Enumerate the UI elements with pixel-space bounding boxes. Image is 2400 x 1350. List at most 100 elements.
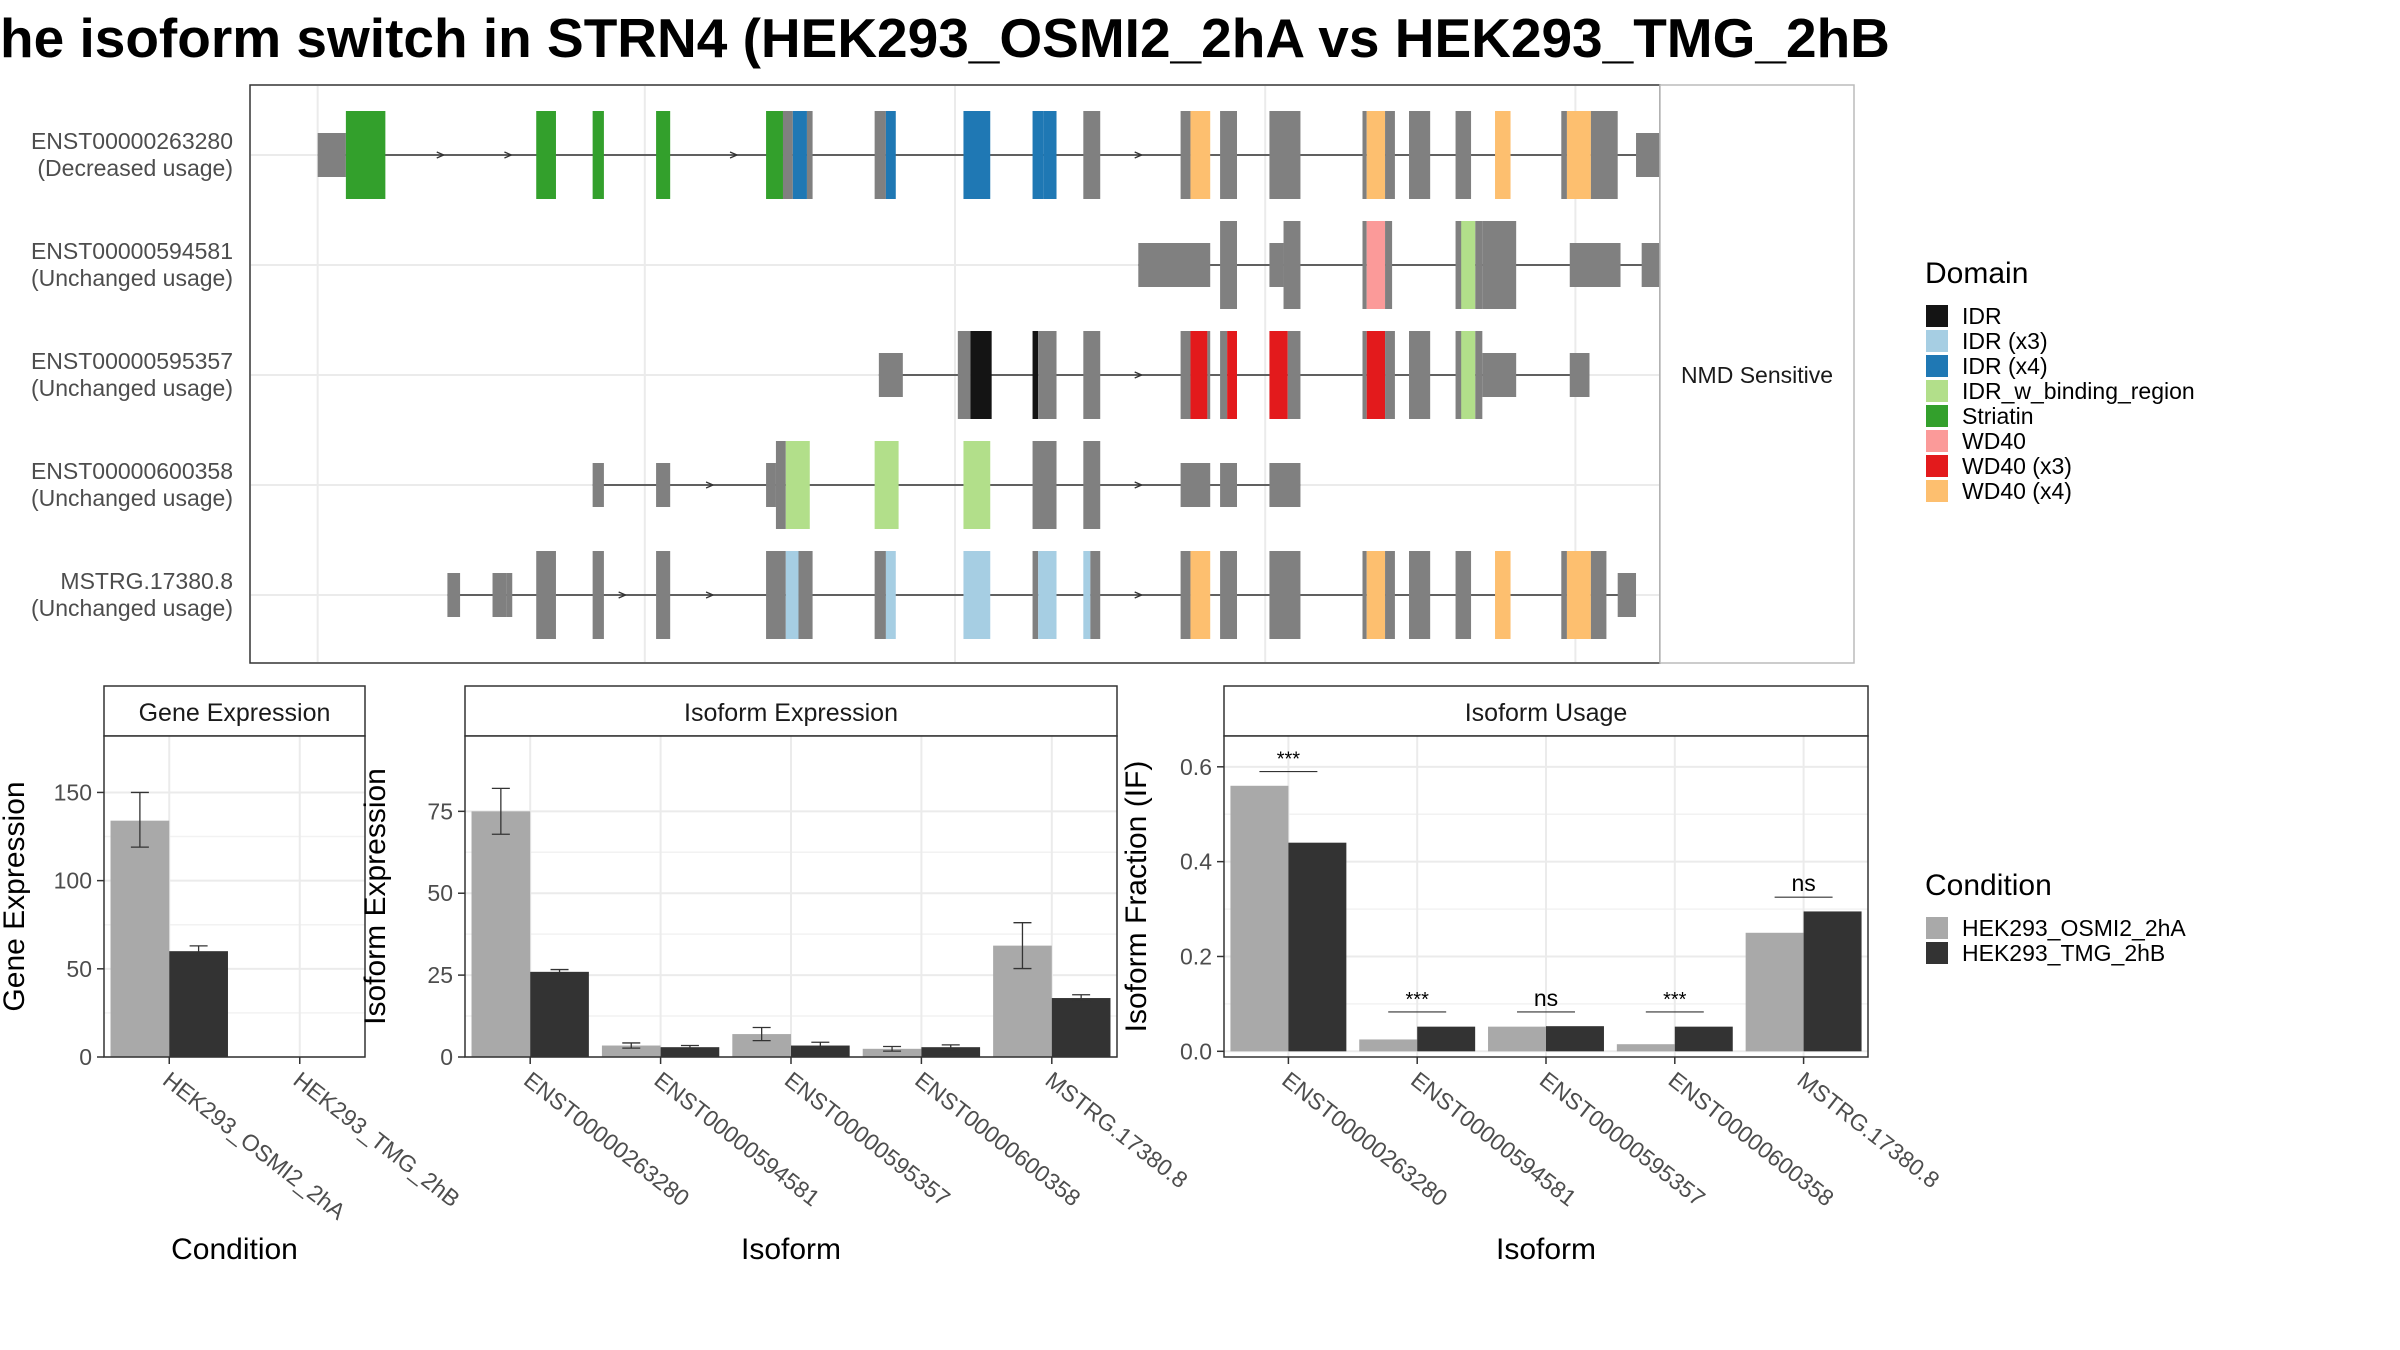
- isoform-structures: [317, 111, 1724, 639]
- domain-legend-label: IDR: [1962, 303, 2002, 329]
- exon-block: [1220, 221, 1237, 309]
- exon-block: [1590, 551, 1607, 639]
- y-tick-label: 150: [54, 779, 92, 805]
- domain-legend-title: Domain: [1925, 257, 2028, 290]
- domain-legend-label: Striatin: [1962, 403, 2034, 429]
- exon-block: [798, 551, 813, 639]
- exon-block: [1083, 441, 1101, 529]
- exon-block: [1362, 111, 1367, 199]
- exon-block: [1366, 331, 1386, 419]
- data-bar: [1803, 911, 1862, 1052]
- domain-legend-label: WD40 (x3): [1962, 453, 2072, 479]
- exon-block: [785, 551, 799, 639]
- exon-block: [874, 551, 886, 639]
- data-bar: [791, 1045, 850, 1057]
- exon-block: [1455, 551, 1472, 639]
- direction-arrow: [1134, 151, 1144, 159]
- exon-block: [1475, 331, 1483, 419]
- isoform-status-label: (Unchanged usage): [31, 485, 233, 511]
- exon-block: [785, 441, 810, 529]
- isoform-status-label: (Unchanged usage): [31, 265, 233, 291]
- utr-block: [506, 573, 513, 617]
- exon-block: [1475, 221, 1483, 309]
- figure-title: he isoform switch in STRN4 (HEK293_OSMI2…: [0, 7, 1890, 69]
- domain-legend-key: [1926, 405, 1948, 427]
- domain-legend-key: [1926, 480, 1948, 502]
- data-bar: [1230, 785, 1289, 1052]
- data-bar: [1616, 1044, 1675, 1052]
- direction-arrow: [618, 591, 628, 599]
- utr-block: [1569, 353, 1590, 397]
- data-bar: [1417, 1026, 1476, 1052]
- exon-block: [885, 111, 896, 199]
- direction-arrow: [436, 151, 446, 159]
- y-tick-label: 100: [54, 868, 92, 894]
- data-bar: [1674, 1026, 1733, 1052]
- condition-legend-label: HEK293_TMG_2hB: [1962, 940, 2165, 966]
- y-tick-label: 0.0: [1180, 1038, 1212, 1064]
- exon-block: [1287, 331, 1301, 419]
- utr-block: [447, 573, 461, 617]
- exon-block: [1366, 551, 1386, 639]
- exon-block: [963, 441, 991, 529]
- exon-block: [536, 111, 556, 199]
- exon-block: [1269, 111, 1301, 199]
- utr-block: [492, 573, 507, 617]
- y-tick-label: 50: [427, 880, 453, 906]
- exon-block: [1561, 551, 1567, 639]
- utr-block: [1269, 463, 1301, 507]
- exon-block: [1190, 551, 1211, 639]
- exon-block: [1180, 331, 1191, 419]
- exon-block: [1495, 551, 1511, 639]
- y-axis-title: Isoform Fraction (IF): [1120, 761, 1153, 1033]
- exon-block: [1366, 221, 1386, 309]
- exon-block: [1269, 331, 1288, 419]
- isoform-status-label: (Decreased usage): [37, 155, 233, 181]
- exon-block: [1495, 111, 1511, 199]
- y-tick-label: 25: [427, 962, 453, 988]
- exon-block: [1385, 331, 1395, 419]
- facet-strip: [1223, 685, 1869, 737]
- exon-block: [782, 111, 793, 199]
- isoform-row: [447, 551, 1637, 639]
- y-tick-label: 0.6: [1180, 754, 1212, 780]
- y-tick-label: 0.2: [1180, 943, 1212, 969]
- data-bar: [471, 811, 531, 1057]
- exon-block: [1283, 221, 1301, 309]
- utr-block: [656, 463, 671, 507]
- exon-block: [1366, 111, 1386, 199]
- exon-block: [792, 111, 807, 199]
- exon-block: [1032, 111, 1044, 199]
- exon-block: [1385, 551, 1395, 639]
- isoform-id-label: ENST00000595357: [31, 348, 233, 374]
- significance-label: ***: [1406, 989, 1430, 1011]
- utr-block: [1220, 463, 1237, 507]
- exon-block: [1362, 331, 1367, 419]
- significance-label: ns: [1534, 985, 1558, 1011]
- exon-block: [766, 551, 786, 639]
- direction-arrow: [1134, 481, 1144, 489]
- exon-block: [1409, 551, 1431, 639]
- domain-legend-key: [1926, 305, 1948, 327]
- data-bar: [660, 1047, 720, 1057]
- exon-block: [345, 111, 386, 199]
- exon-block: [1362, 221, 1367, 309]
- exon-block: [1566, 551, 1591, 639]
- y-tick-label: 0: [440, 1044, 453, 1070]
- exon-block: [1220, 331, 1228, 419]
- isoform-id-label: MSTRG.17380.8: [60, 568, 233, 594]
- significance-label: ns: [1791, 870, 1815, 896]
- exon-block: [963, 111, 991, 199]
- facet-title: Gene Expression: [139, 699, 331, 727]
- exon-block: [1032, 441, 1057, 529]
- exon-block: [1083, 331, 1101, 419]
- nmd-strip-label: NMD Sensitive: [1681, 362, 1833, 388]
- exon-block: [1227, 331, 1237, 419]
- exon-block: [1083, 111, 1101, 199]
- domain-legend-label: IDR (x3): [1962, 328, 2048, 354]
- exon-block: [970, 331, 992, 419]
- domain-legend-key: [1926, 330, 1948, 352]
- gene-expression-chart: Gene Expression050100150HEK293_OSMI2_2hA…: [0, 685, 465, 1266]
- exon-block: [806, 111, 813, 199]
